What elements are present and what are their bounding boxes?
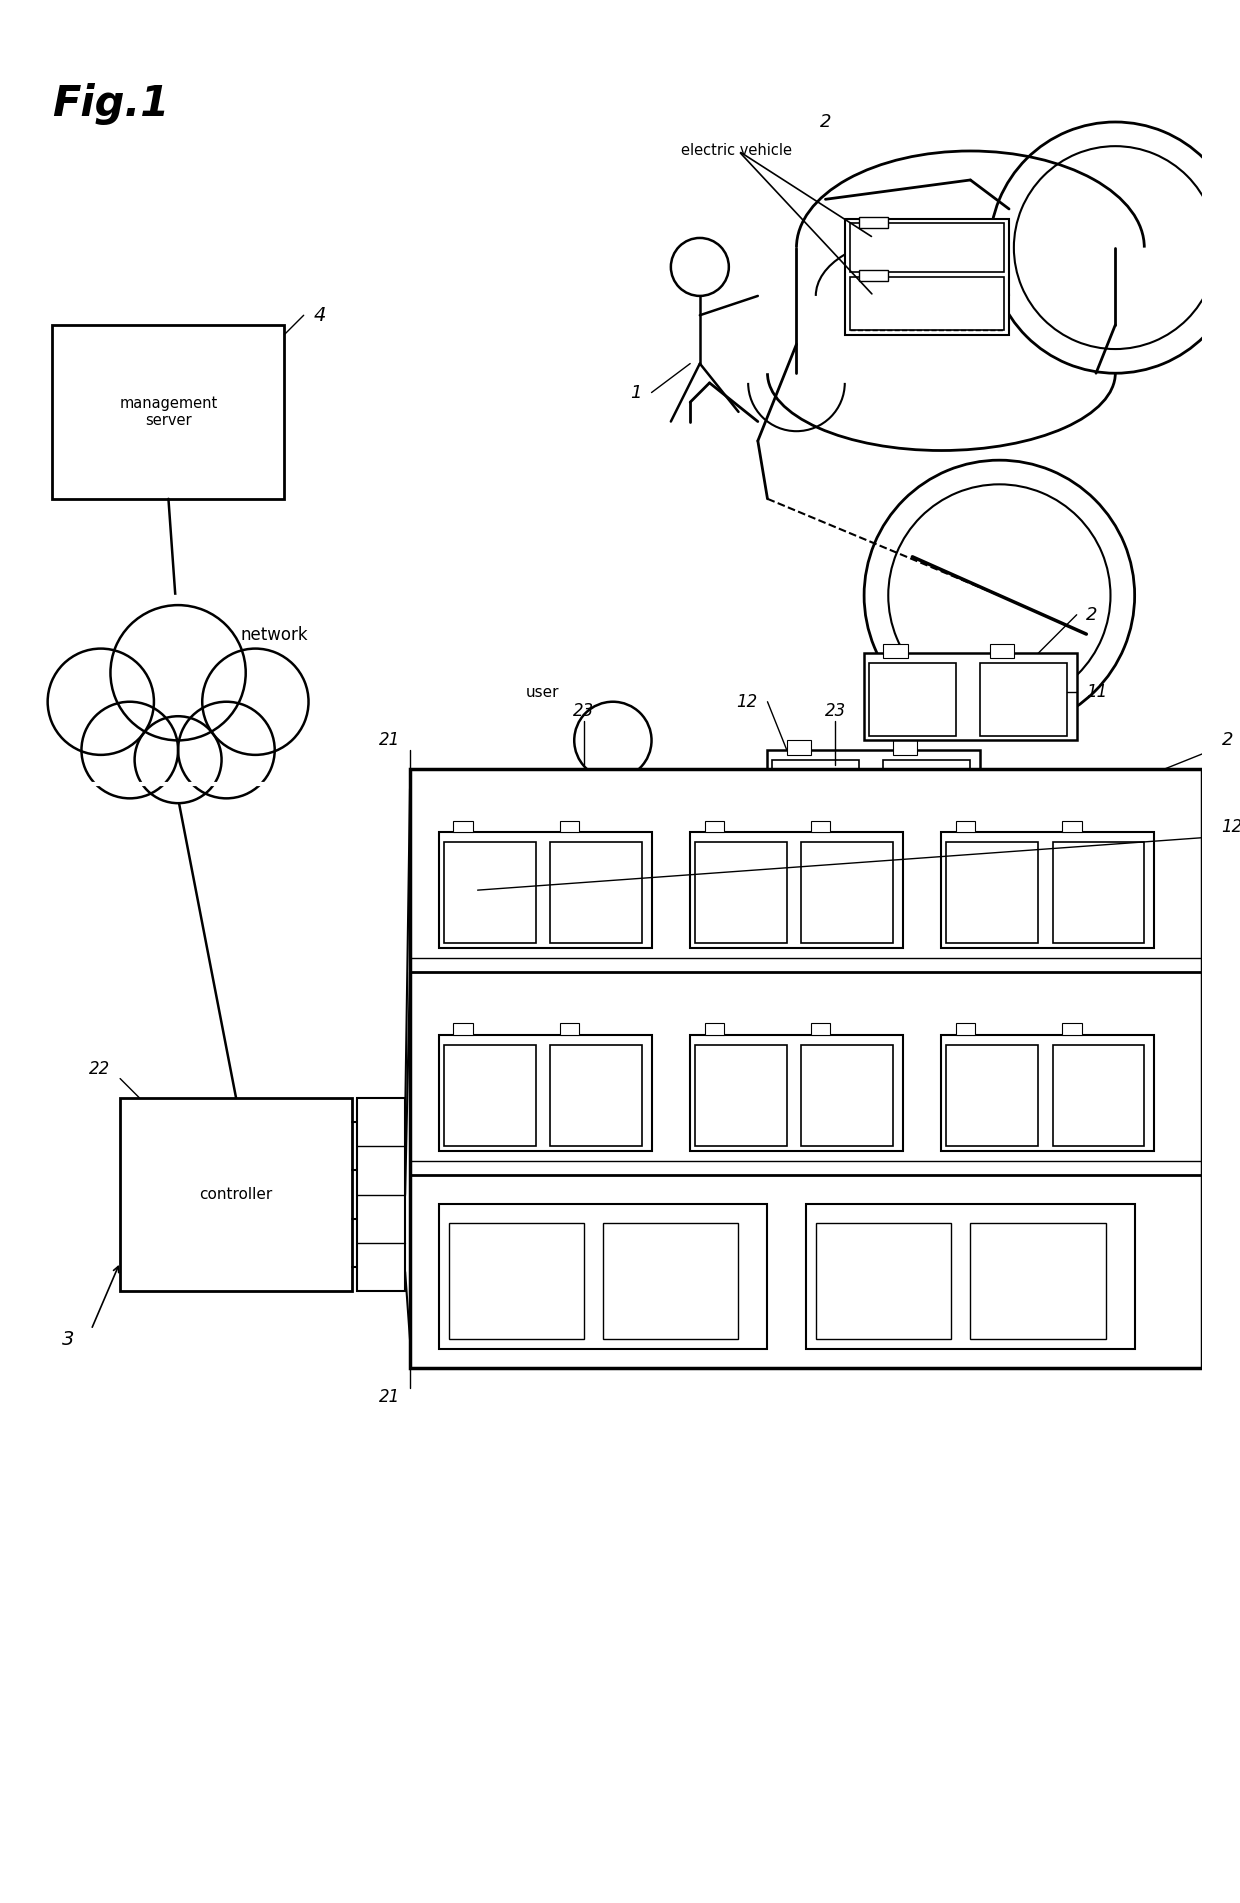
Bar	[773, 759, 859, 832]
Text: 23: 23	[825, 702, 846, 721]
Bar	[946, 1045, 1038, 1146]
Bar	[704, 1024, 724, 1035]
Bar	[971, 1224, 1106, 1340]
Text: electric vehicle: electric vehicle	[681, 143, 791, 158]
Bar	[864, 653, 1076, 740]
Text: 21: 21	[379, 1389, 401, 1406]
Bar	[990, 643, 1014, 658]
Text: 2: 2	[1086, 605, 1097, 624]
Text: 22: 22	[89, 1060, 110, 1077]
Bar	[956, 820, 975, 832]
Bar	[357, 1098, 405, 1290]
Bar	[869, 662, 956, 736]
Bar	[883, 759, 971, 832]
Bar	[811, 820, 831, 832]
Bar	[704, 820, 724, 832]
Text: Fig.1: Fig.1	[52, 84, 170, 126]
Bar	[811, 1024, 831, 1035]
Bar	[849, 223, 1004, 272]
Circle shape	[82, 702, 179, 799]
Text: 23: 23	[573, 702, 594, 721]
Bar	[439, 1035, 651, 1151]
Bar	[941, 832, 1154, 948]
Text: 21: 21	[379, 731, 401, 750]
Text: 2: 2	[1221, 731, 1233, 750]
Bar	[956, 1024, 975, 1035]
Bar	[1063, 1024, 1081, 1035]
Text: management
server: management server	[119, 396, 217, 428]
Bar	[691, 832, 903, 948]
Text: controller: controller	[200, 1187, 273, 1203]
Bar	[551, 841, 642, 944]
Bar	[444, 841, 536, 944]
Bar	[768, 750, 980, 837]
Circle shape	[47, 649, 154, 755]
Bar	[787, 740, 811, 755]
Bar	[941, 1035, 1154, 1151]
Bar	[816, 1224, 951, 1340]
Bar	[410, 769, 1203, 1368]
Bar	[603, 1224, 739, 1340]
Bar	[801, 841, 893, 944]
Bar	[454, 1024, 472, 1035]
Bar	[883, 643, 908, 658]
Bar	[844, 219, 1009, 335]
Bar	[691, 1035, 903, 1151]
Bar	[454, 820, 472, 832]
Circle shape	[135, 716, 222, 803]
Bar	[694, 841, 787, 944]
Text: 3: 3	[62, 1330, 74, 1349]
Text: 11: 11	[1086, 683, 1107, 700]
Bar	[559, 1024, 579, 1035]
Bar	[806, 1205, 1135, 1349]
Polygon shape	[62, 596, 294, 788]
Circle shape	[179, 702, 275, 799]
Bar	[439, 1205, 768, 1349]
Bar	[551, 1045, 642, 1146]
Text: 2: 2	[820, 112, 831, 131]
Bar	[849, 276, 1004, 329]
Bar	[52, 325, 284, 499]
Text: 1: 1	[630, 384, 642, 402]
Bar	[859, 270, 888, 282]
Circle shape	[202, 649, 309, 755]
Bar	[444, 1045, 536, 1146]
Bar	[120, 1098, 352, 1290]
Text: network: network	[241, 626, 309, 643]
Text: 12: 12	[737, 693, 758, 710]
Bar	[980, 662, 1066, 736]
Bar	[946, 841, 1038, 944]
Bar	[439, 832, 651, 948]
Bar	[449, 1224, 584, 1340]
Bar	[559, 820, 579, 832]
Text: 12: 12	[1221, 818, 1240, 835]
Bar	[1053, 841, 1145, 944]
Bar	[694, 1045, 787, 1146]
Text: 4: 4	[314, 306, 326, 325]
Bar	[801, 1045, 893, 1146]
Bar	[859, 217, 888, 228]
Circle shape	[110, 605, 246, 740]
Bar	[1063, 820, 1081, 832]
Text: user: user	[526, 685, 559, 700]
Bar	[1053, 1045, 1145, 1146]
Bar	[893, 740, 918, 755]
